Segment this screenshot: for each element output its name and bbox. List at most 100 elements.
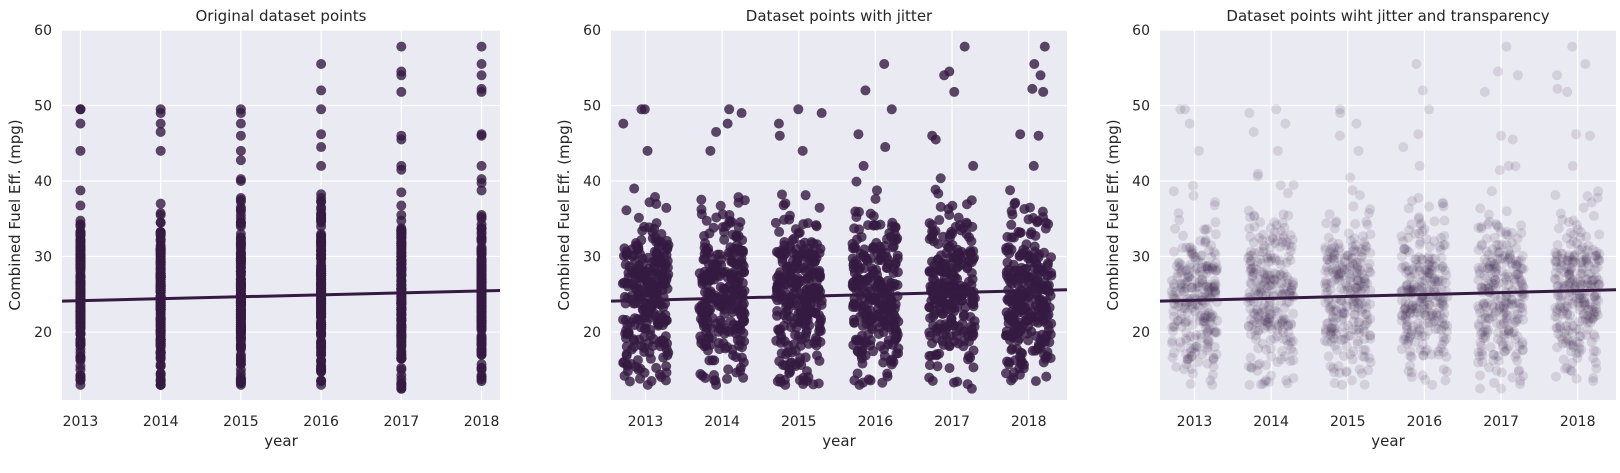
data-point bbox=[1352, 275, 1363, 286]
y-axis-label: Combined Fuel Eff. (mpg) bbox=[555, 119, 573, 310]
data-point bbox=[1421, 267, 1432, 278]
data-point bbox=[1270, 269, 1281, 280]
data-point-outlier bbox=[1035, 70, 1046, 81]
data-point bbox=[1356, 246, 1367, 257]
data-point bbox=[1507, 258, 1518, 269]
data-point bbox=[476, 211, 487, 222]
data-point bbox=[1419, 275, 1430, 286]
data-point bbox=[772, 306, 783, 317]
data-point bbox=[1209, 285, 1220, 296]
data-point bbox=[1405, 350, 1416, 361]
data-point bbox=[1438, 301, 1449, 312]
data-point bbox=[1256, 284, 1267, 295]
data-point bbox=[1414, 212, 1425, 223]
data-point bbox=[1564, 268, 1575, 279]
data-point bbox=[962, 263, 973, 274]
data-point bbox=[1356, 306, 1367, 317]
data-point bbox=[863, 283, 874, 294]
data-point bbox=[1007, 298, 1018, 309]
data-point bbox=[1356, 251, 1367, 262]
data-point bbox=[1192, 278, 1203, 289]
data-point bbox=[1348, 324, 1359, 335]
data-point bbox=[1212, 315, 1223, 326]
data-point bbox=[1355, 190, 1366, 201]
data-point bbox=[1438, 201, 1449, 212]
data-point bbox=[1177, 279, 1188, 290]
data-point-outlier bbox=[1571, 129, 1582, 140]
data-point bbox=[1477, 262, 1488, 273]
data-point bbox=[1400, 304, 1411, 315]
data-point bbox=[1344, 268, 1355, 279]
data-point bbox=[1322, 254, 1333, 265]
data-point bbox=[1186, 303, 1197, 314]
data-point bbox=[1401, 280, 1412, 291]
data-point bbox=[1184, 243, 1195, 254]
data-point bbox=[1337, 308, 1348, 319]
data-point bbox=[1252, 171, 1263, 182]
data-point bbox=[1324, 209, 1335, 220]
data-point bbox=[639, 331, 650, 342]
data-point bbox=[1014, 317, 1025, 328]
data-point-outlier bbox=[1479, 86, 1490, 97]
data-point bbox=[1004, 357, 1015, 368]
data-point bbox=[1325, 329, 1336, 340]
data-point bbox=[1254, 325, 1265, 336]
data-point bbox=[1279, 351, 1290, 362]
data-point bbox=[1414, 265, 1425, 276]
data-point bbox=[1186, 274, 1197, 285]
data-point bbox=[1187, 319, 1198, 330]
data-point bbox=[1185, 242, 1196, 253]
data-point bbox=[1500, 229, 1511, 240]
data-point bbox=[888, 318, 899, 329]
data-point bbox=[943, 242, 954, 253]
data-point bbox=[710, 264, 721, 275]
data-point bbox=[1189, 333, 1200, 344]
data-point bbox=[1167, 322, 1178, 333]
data-point bbox=[1364, 352, 1375, 363]
data-point bbox=[1426, 268, 1437, 279]
data-point bbox=[1254, 282, 1265, 293]
data-point bbox=[1518, 263, 1529, 274]
data-point bbox=[1437, 339, 1448, 350]
data-point bbox=[235, 145, 246, 156]
data-point bbox=[1420, 310, 1431, 321]
data-point bbox=[1481, 233, 1492, 244]
data-point bbox=[1249, 316, 1260, 327]
data-point bbox=[788, 339, 799, 350]
data-point bbox=[1592, 262, 1603, 273]
data-point bbox=[1509, 309, 1520, 320]
data-point bbox=[1489, 274, 1500, 285]
data-point bbox=[1190, 341, 1201, 352]
data-point bbox=[1331, 306, 1342, 317]
data-point bbox=[1473, 244, 1484, 255]
data-point bbox=[1593, 280, 1604, 291]
data-point bbox=[968, 362, 979, 373]
data-point bbox=[1324, 256, 1335, 267]
data-point bbox=[1504, 340, 1515, 351]
data-point bbox=[1490, 275, 1501, 286]
data-point bbox=[1320, 297, 1331, 308]
data-point bbox=[925, 281, 936, 292]
data-point bbox=[1204, 317, 1215, 328]
data-point bbox=[155, 328, 166, 339]
data-point bbox=[1323, 232, 1334, 243]
data-point bbox=[75, 200, 86, 211]
data-point-outlier bbox=[1417, 85, 1428, 96]
data-point bbox=[1167, 335, 1178, 346]
data-point bbox=[75, 351, 86, 362]
data-point-outlier bbox=[773, 118, 784, 129]
data-point bbox=[878, 282, 889, 293]
data-point bbox=[1424, 299, 1435, 310]
data-point bbox=[1275, 180, 1286, 191]
data-point bbox=[1557, 214, 1568, 225]
data-point bbox=[1202, 336, 1213, 347]
data-point bbox=[1589, 264, 1600, 275]
data-point bbox=[1429, 273, 1440, 284]
data-point bbox=[1557, 248, 1568, 259]
data-point bbox=[1365, 333, 1376, 344]
data-point bbox=[1559, 267, 1570, 278]
data-point bbox=[155, 361, 166, 372]
chart-title: Dataset points with jitter bbox=[746, 7, 933, 25]
data-point bbox=[1402, 338, 1413, 349]
data-point bbox=[1182, 276, 1193, 287]
